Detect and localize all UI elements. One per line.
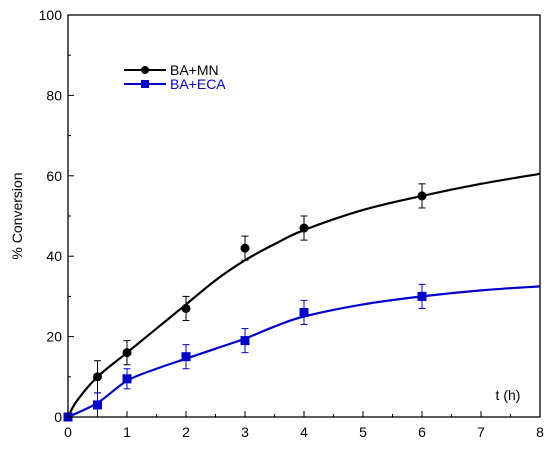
data-point-ba-mn xyxy=(93,372,102,382)
y-tick-label: 100 xyxy=(39,7,63,23)
data-point-ba-mn xyxy=(299,223,309,233)
x-tick-label: 5 xyxy=(359,424,367,440)
data-point-ba-mn xyxy=(240,243,250,253)
y-tick-label: 80 xyxy=(46,87,62,103)
y-tick-label: 60 xyxy=(46,168,62,184)
y-tick-label: 40 xyxy=(46,248,62,264)
data-point-ba-eca xyxy=(240,336,250,346)
fit-curve-ba-mn xyxy=(67,172,541,418)
legend-marker-ba-eca xyxy=(141,80,149,88)
data-point-ba-mn xyxy=(122,348,132,358)
x-tick-label: 2 xyxy=(182,424,190,440)
legend-marker-ba-mn xyxy=(141,66,149,74)
data-point-ba-mn xyxy=(181,303,191,313)
x-tick-label: 3 xyxy=(241,424,249,440)
data-point-ba-eca xyxy=(181,352,191,362)
x-tick-label: 0 xyxy=(64,424,72,440)
x-tick-label: 7 xyxy=(477,424,485,440)
y-tick-label: 20 xyxy=(46,329,62,345)
data-point-ba-mn xyxy=(417,191,427,201)
legend-label-ba-mn: BA+MN xyxy=(170,62,219,78)
legend-label-ba-eca: BA+ECA xyxy=(170,76,226,92)
data-point-ba-eca xyxy=(122,374,132,384)
data-point-ba-eca xyxy=(93,400,102,410)
data-point-ba-eca xyxy=(417,291,427,301)
data-point-ba-eca xyxy=(299,307,309,317)
y-axis-title: % Conversion xyxy=(9,172,25,259)
legend: BA+MN BA+ECA xyxy=(124,62,226,92)
x-tick-label: 4 xyxy=(300,424,308,440)
legend-item-ba-eca: BA+ECA xyxy=(124,76,226,92)
x-tick-label: 6 xyxy=(418,424,426,440)
legend-item-ba-mn: BA+MN xyxy=(124,62,219,78)
x-tick-label: 8 xyxy=(536,424,544,440)
plot-layer xyxy=(63,172,541,422)
x-tick-label: 1 xyxy=(123,424,131,440)
y-tick-label: 0 xyxy=(54,409,62,425)
x-axis-title: t (h) xyxy=(496,387,521,403)
